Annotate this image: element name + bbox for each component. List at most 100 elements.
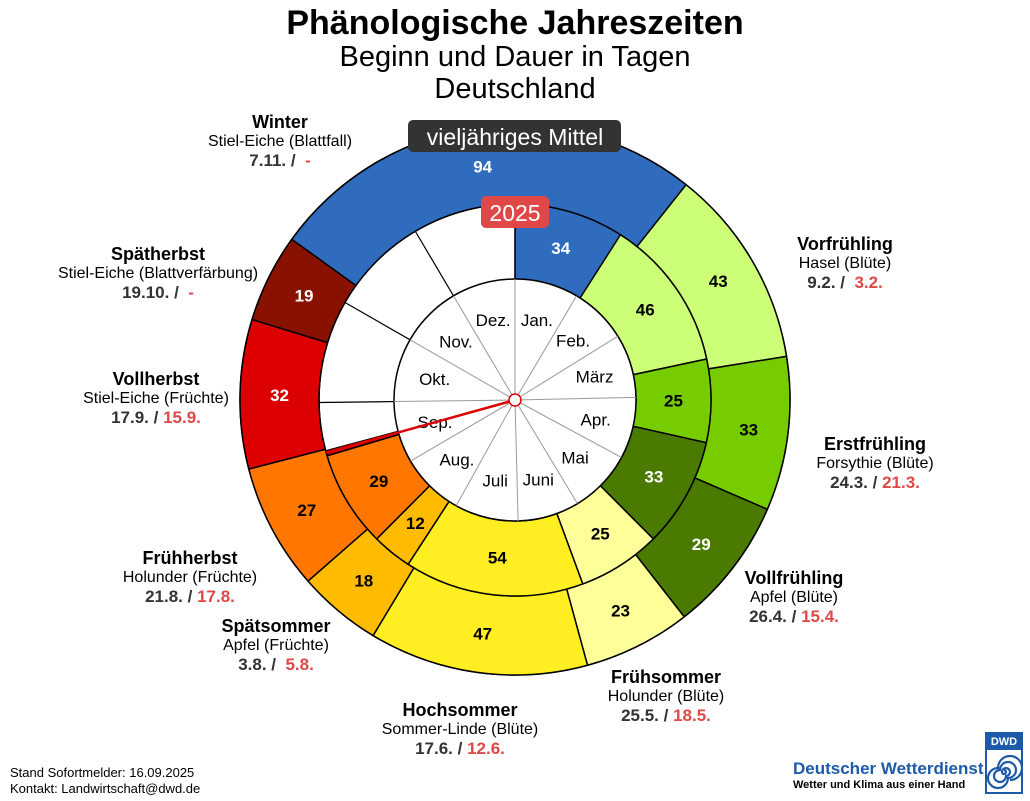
outer-segment-value: 19 (295, 286, 314, 305)
outer-segment-value: 47 (473, 624, 492, 643)
season-plant: Apfel (Blüte) (749, 589, 839, 606)
season-name: Spätherbst (110, 244, 206, 264)
season-name: Vollfrühling (744, 568, 844, 588)
label-vollherbst: Vollherbst Stiel-Eiche (Früchte) 17.9. /… (56, 370, 256, 428)
season-plant: Apfel (Früchte) (223, 637, 329, 654)
outer-segment-value: 33 (739, 420, 758, 439)
date-2025: 12.6. (467, 739, 505, 758)
season-dates: 26.4. / 15.4. (724, 607, 864, 626)
ring-label-inner-bg (481, 196, 549, 228)
season-name: Winter (252, 112, 308, 132)
season-plant: Hasel (Blüte) (798, 255, 892, 272)
dwd-logo-icon: DWD (985, 732, 1024, 794)
label-hochsommer: Hochsommer Sommer-Linde (Blüte) 17.6. / … (355, 700, 565, 759)
season-dates: 3.8. / 5.8. (196, 655, 356, 674)
inner-month-border (319, 400, 395, 404)
season-name: Spätsommer (221, 616, 331, 636)
date-mean: 21.8. / (145, 587, 193, 606)
month-label: Mai (561, 448, 588, 467)
season-plant: Sommer-Linde (Blüte) (381, 721, 539, 738)
date-mean: 9.2. / (807, 273, 845, 292)
date-mean: 17.9. / (111, 408, 159, 427)
date-mean: 26.4. / (749, 607, 797, 626)
inner-segment-value: 25 (664, 392, 683, 411)
dwd-logo-text: Deutscher Wetterdienst Wetter und Klima … (793, 759, 984, 793)
month-spoke (514, 399, 519, 521)
date-2025: - (188, 283, 194, 302)
month-label: Apr. (581, 410, 611, 429)
month-label: Jan. (521, 311, 553, 330)
month-spoke (394, 399, 516, 403)
date-2025: - (305, 151, 311, 170)
month-label: Feb. (556, 332, 590, 351)
label-fruehherbst: Frühherbst Holunder (Früchte) 21.8. / 17… (95, 548, 285, 607)
outer-segment-value: 43 (709, 272, 728, 291)
month-label: Nov. (439, 333, 473, 352)
date-2025: 15.4. (801, 607, 839, 626)
label-vollfruehling: Vollfrühling Apfel (Blüte) 26.4. / 15.4. (724, 568, 864, 627)
season-dates: 7.11. / - (180, 151, 380, 170)
month-label: März (576, 367, 614, 386)
date-mean: 24.3. / (830, 473, 878, 492)
ring-label-outer-bg (408, 120, 621, 152)
month-label: Aug. (439, 450, 474, 469)
month-label: Juni (523, 471, 554, 490)
date-2025: 17.8. (197, 587, 235, 606)
month-spoke (514, 295, 577, 401)
date-mean: 17.6. / (415, 739, 463, 758)
month-spoke (514, 399, 622, 458)
season-plant: Stiel-Eiche (Blattfall) (207, 133, 353, 150)
dwd-slogan: Wetter und Klima aus einer Hand (793, 779, 966, 791)
label-vorfruehling: Vorfrühling Hasel (Blüte) 9.2. / 3.2. (765, 234, 925, 293)
season-name: Frühherbst (142, 548, 238, 568)
inner-segment-value: 29 (369, 472, 388, 491)
season-dates: 25.5. / 18.5. (586, 706, 746, 725)
month-label: Dez. (476, 311, 511, 330)
season-dates: 17.9. / 15.9. (56, 408, 256, 427)
season-plant: Stiel-Eiche (Blattverfärbung) (57, 265, 259, 282)
season-plant: Stiel-Eiche (Früchte) (83, 390, 229, 407)
date-mean: 7.11. / (249, 151, 296, 170)
inner-month-border (414, 230, 454, 297)
ring-label-outer: vieljähriges Mittel (427, 124, 603, 150)
date-2025: 3.2. (854, 273, 883, 292)
month-spoke (453, 295, 516, 401)
season-name: Frühsommer (610, 667, 722, 687)
chart-subtitle: Beginn und Dauer in Tagen (339, 41, 691, 73)
label-winter: Winter Stiel-Eiche (Blattfall) 7.11. / - (180, 112, 380, 171)
month-spoke (410, 399, 516, 462)
month-spoke (514, 335, 619, 401)
season-name: Vorfrühling (797, 234, 893, 254)
footer-contact: Kontakt: Landwirtschaft@dwd.de (10, 781, 201, 796)
inner-segment-value: 12 (406, 514, 425, 533)
chart-title: Phänologische Jahreszeiten (286, 4, 744, 42)
date-2025: 15.9. (163, 408, 201, 427)
month-label: Juli (482, 472, 508, 491)
outer-segment-value: 27 (297, 501, 316, 520)
inner-segment-value: 54 (488, 549, 507, 568)
dwd-badge: DWD (987, 734, 1021, 750)
inner-segment-value: 33 (644, 467, 663, 486)
month-spoke (514, 396, 636, 401)
outer-segment-value: 29 (692, 535, 711, 554)
outer-segment-value: 32 (270, 386, 289, 405)
chart-region: Deutschland (434, 73, 596, 105)
season-plant: Holunder (Blüte) (607, 688, 725, 705)
inner-segment-value: 46 (636, 301, 655, 320)
season-plant: Holunder (Früchte) (122, 569, 258, 586)
date-2025: 21.3. (882, 473, 920, 492)
inner-segment-value: 34 (551, 239, 570, 258)
month-label: Okt. (419, 370, 450, 389)
inner-month-border (344, 301, 411, 341)
season-name: Hochsommer (402, 700, 518, 720)
label-erstfruehling: Erstfrühling Forsythie (Blüte) 24.3. / 2… (795, 434, 955, 493)
season-dates: 19.10. / - (28, 283, 288, 302)
season-name: Erstfrühling (824, 434, 926, 454)
month-spoke (455, 399, 516, 506)
current-date-hand (325, 398, 516, 454)
label-spaetherbst: Spätherbst Stiel-Eiche (Blattverfärbung)… (28, 244, 288, 303)
season-dates: 17.6. / 12.6. (355, 739, 565, 758)
season-dates: 9.2. / 3.2. (765, 273, 925, 292)
outer-segment-value: 94 (473, 158, 492, 177)
